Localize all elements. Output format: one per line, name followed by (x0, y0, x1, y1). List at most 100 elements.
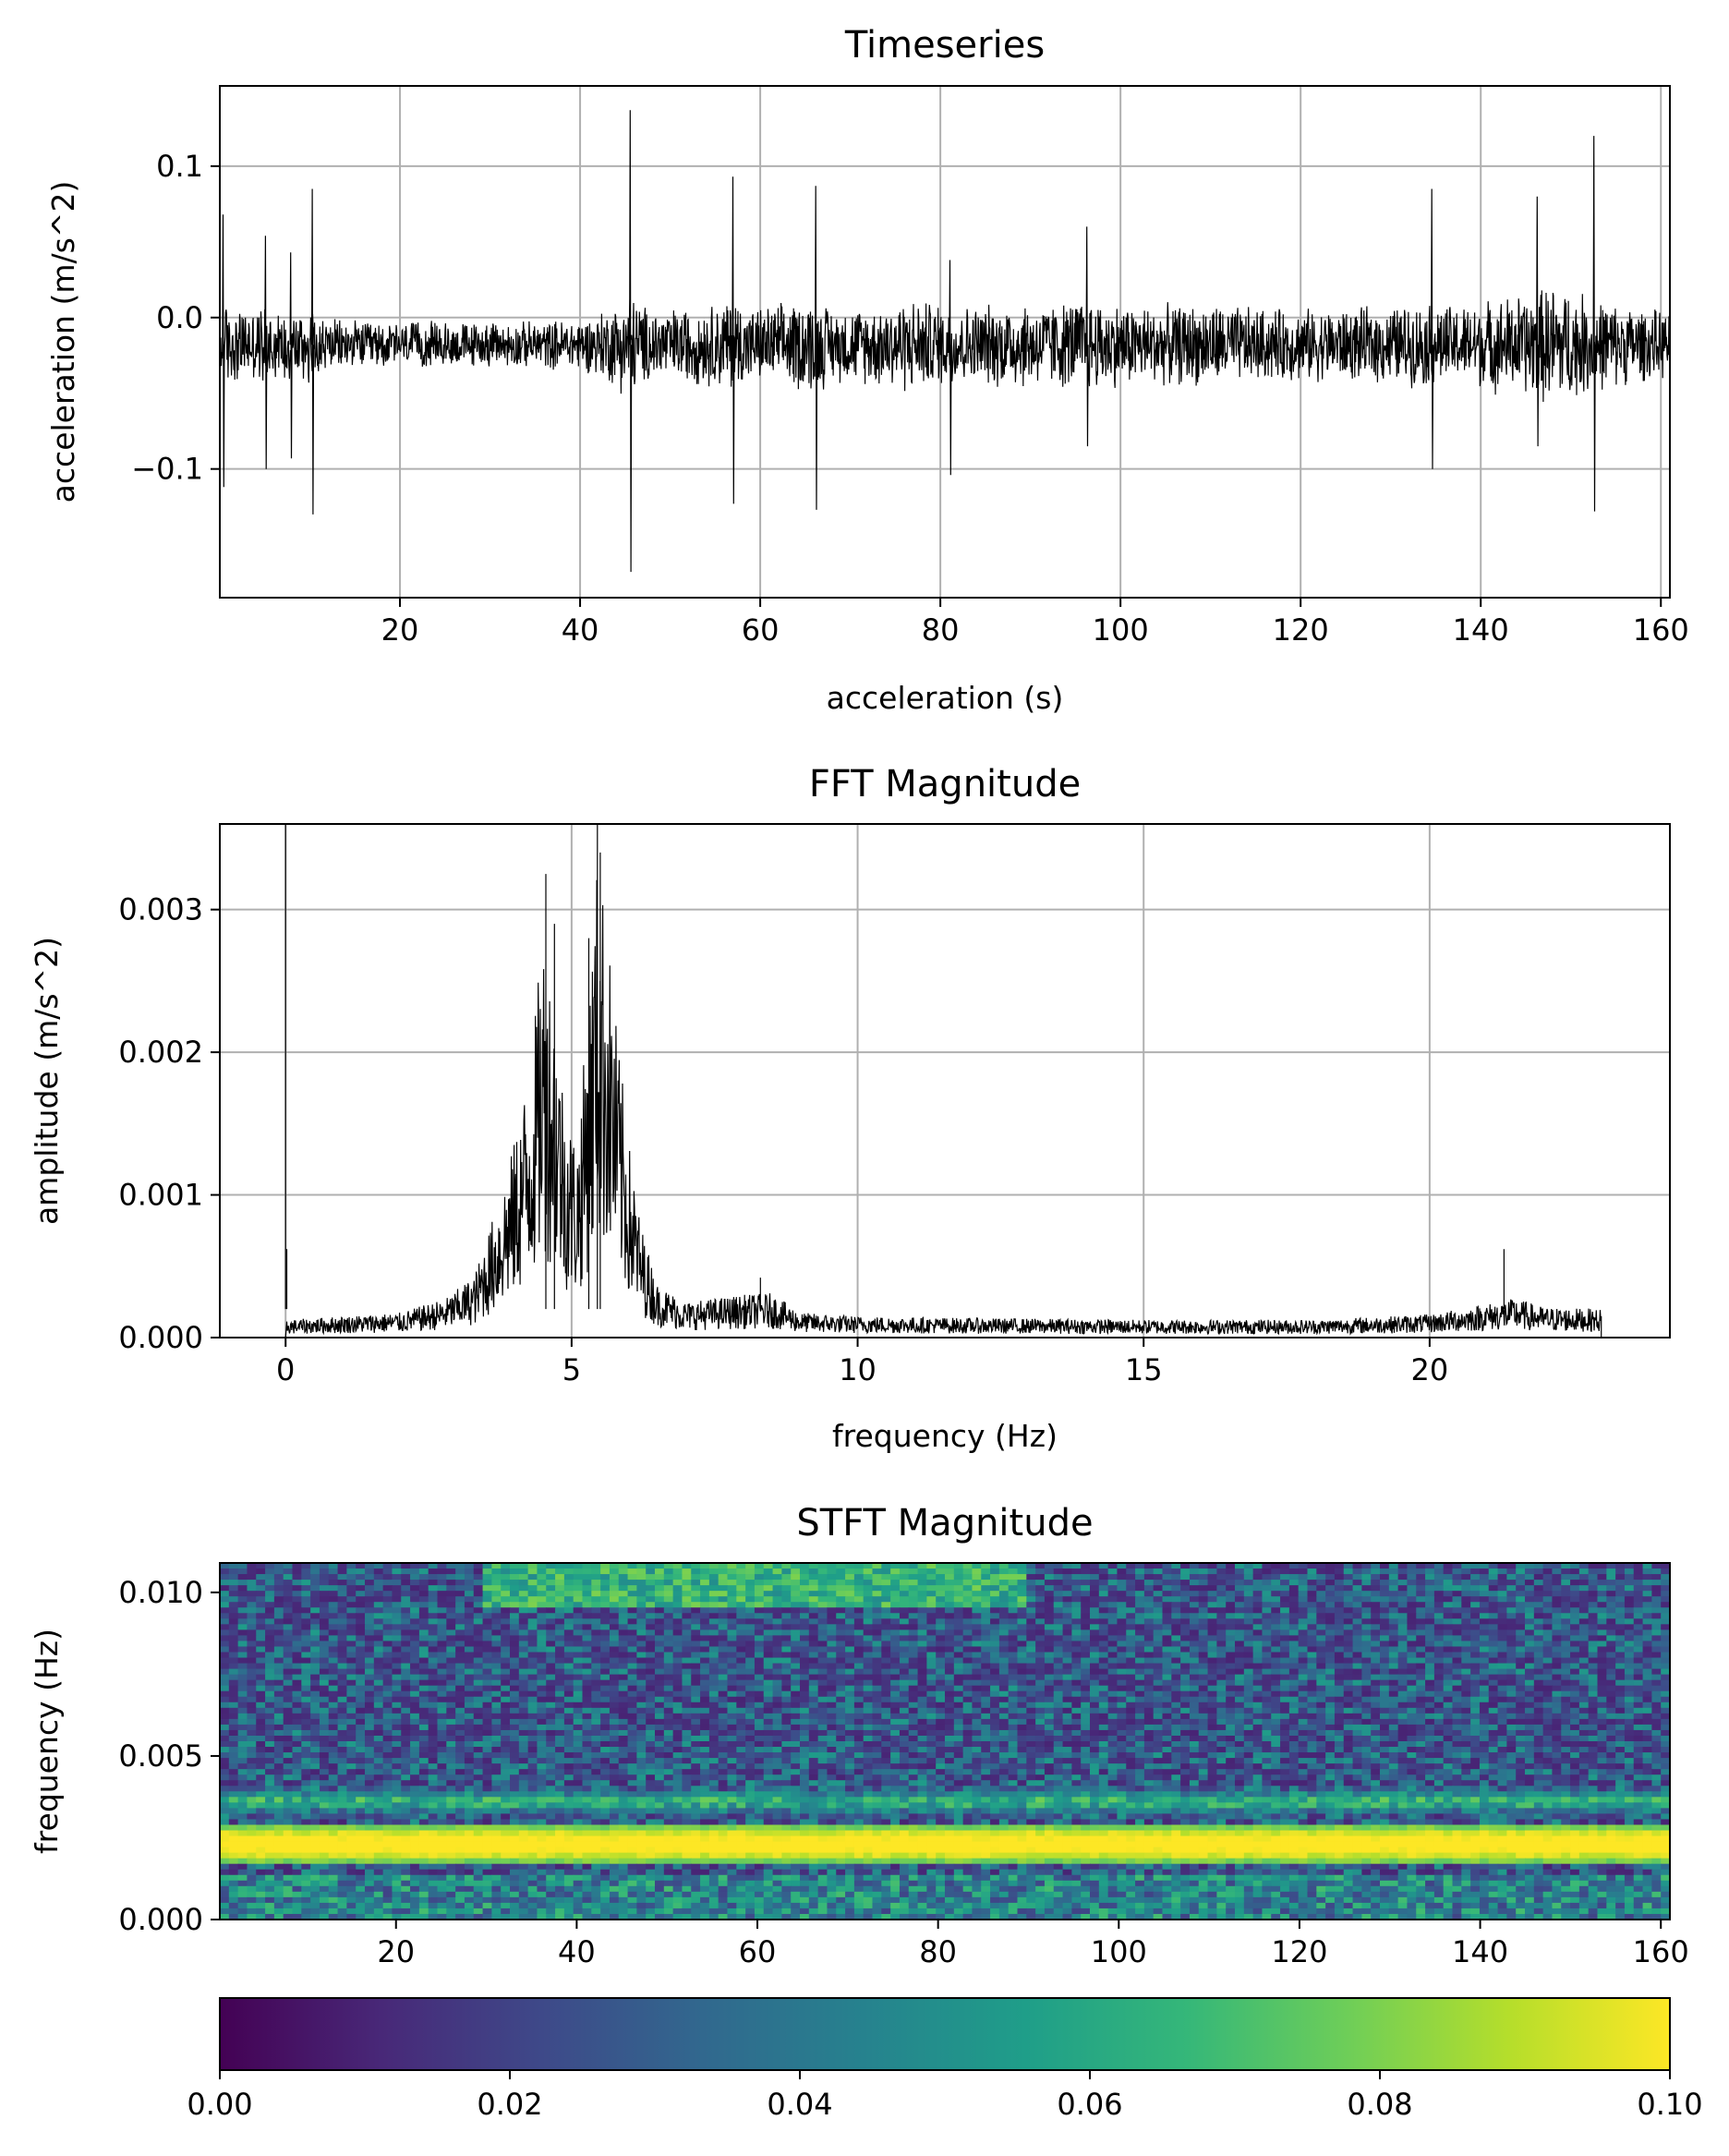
stft-cell (972, 1585, 981, 1592)
stft-cell (845, 1574, 854, 1581)
stft-cell (564, 1635, 574, 1641)
stft-cell (1071, 1591, 1081, 1597)
stft-cell (546, 1686, 555, 1692)
stft-cell (365, 1702, 374, 1709)
stft-cell (1054, 1664, 1063, 1670)
stft-cell (1271, 1641, 1280, 1647)
stft-cell (854, 1624, 864, 1630)
stft-cell (1506, 1618, 1516, 1625)
stft-cell (229, 1629, 238, 1636)
stft-cell (1489, 1629, 1498, 1636)
stft-cell (346, 1629, 356, 1636)
stft-cell (1262, 1680, 1271, 1687)
stft-cell (918, 1686, 927, 1692)
stft-cell (338, 1658, 347, 1665)
stft-cell (636, 1569, 646, 1575)
stft-cell (1135, 1653, 1144, 1659)
stft-cell (1208, 1680, 1217, 1687)
stft-cell (1244, 1635, 1253, 1641)
stft-cell (1434, 1653, 1444, 1659)
stft-cell (329, 1602, 338, 1608)
stft-cell (1026, 1646, 1035, 1653)
stft-cell (691, 1591, 700, 1597)
stft-cell (845, 1691, 854, 1698)
stft-cell (365, 1602, 374, 1608)
stft-cell (1199, 1635, 1208, 1641)
stft-cell (320, 1635, 329, 1641)
stft-cell (1561, 1691, 1570, 1698)
stft-cell (1235, 1702, 1244, 1709)
stft-cell (1371, 1574, 1380, 1581)
stft-cell (1543, 1664, 1553, 1670)
stft-cell (1026, 1629, 1035, 1636)
stft-cell (346, 1719, 356, 1726)
stft-cell (1480, 1596, 1489, 1603)
stft-cell (664, 1602, 673, 1608)
stft-cell (700, 1725, 709, 1731)
stft-cell (909, 1664, 918, 1670)
stft-cell (1054, 1585, 1063, 1592)
stft-cell (926, 1680, 936, 1687)
stft-cell (682, 1658, 691, 1665)
stft-cell (926, 1708, 936, 1714)
stft-cell (1444, 1708, 1453, 1714)
stft-cell (1325, 1664, 1335, 1670)
stft-cell (1009, 1708, 1018, 1714)
stft-cell (1606, 1580, 1615, 1586)
stft-cell (1570, 1658, 1579, 1665)
stft-cell (1180, 1646, 1190, 1653)
stft-cell (537, 1669, 546, 1676)
stft-cell (854, 1714, 864, 1720)
stft-cell (836, 1730, 845, 1737)
stft-cell (1543, 1602, 1553, 1608)
stft-cell (1026, 1725, 1035, 1731)
stft-cell (1453, 1691, 1462, 1698)
stft-cell (229, 1730, 238, 1737)
stft-cell (1171, 1680, 1180, 1687)
stft-cell (1461, 1602, 1470, 1608)
stft-cell (963, 1697, 973, 1703)
stft-cell (410, 1596, 419, 1603)
stft-cell (483, 1624, 492, 1630)
stft-cell (791, 1596, 800, 1603)
stft-cell (1606, 1697, 1615, 1703)
stft-cell (1643, 1702, 1652, 1709)
stft-cell (546, 1635, 555, 1641)
stft-cell (945, 1613, 954, 1619)
stft-cell (1444, 1569, 1453, 1575)
stft-cell (1380, 1585, 1389, 1592)
stft-cell (1534, 1574, 1543, 1581)
stft-cell (265, 1730, 274, 1737)
stft-cell (1308, 1629, 1317, 1636)
stft-cell (1135, 1664, 1144, 1670)
stft-cell (1026, 1591, 1035, 1597)
stft-cell (1579, 1680, 1589, 1687)
stft-cell (1570, 1607, 1579, 1614)
stft-cell (455, 1653, 465, 1659)
fft-title: FFT Magnitude (809, 763, 1081, 805)
stft-cell (781, 1618, 791, 1625)
stft-cell (1154, 1569, 1163, 1575)
stft-cell (1262, 1635, 1271, 1641)
stft-cell (429, 1607, 438, 1614)
stft-cell (555, 1629, 564, 1636)
stft-cell (1289, 1607, 1299, 1614)
stft-cell (1615, 1719, 1625, 1726)
stft-cell (320, 1641, 329, 1647)
stft-cell (1361, 1708, 1371, 1714)
stft-cell (356, 1574, 365, 1581)
stft-cell (365, 1653, 374, 1659)
stft-cell (1416, 1658, 1425, 1665)
stft-cell (329, 1686, 338, 1692)
stft-cell (429, 1702, 438, 1709)
stft-cell (873, 1629, 882, 1636)
stft-cell (537, 1602, 546, 1608)
stft-cell (1226, 1596, 1235, 1603)
stft-cell (1344, 1691, 1353, 1698)
stft-cell (419, 1697, 429, 1703)
stft-cell (610, 1641, 619, 1647)
stft-cell (800, 1730, 809, 1737)
stft-cell (745, 1602, 755, 1608)
stft-cell (329, 1580, 338, 1586)
stft-cell (1199, 1653, 1208, 1659)
